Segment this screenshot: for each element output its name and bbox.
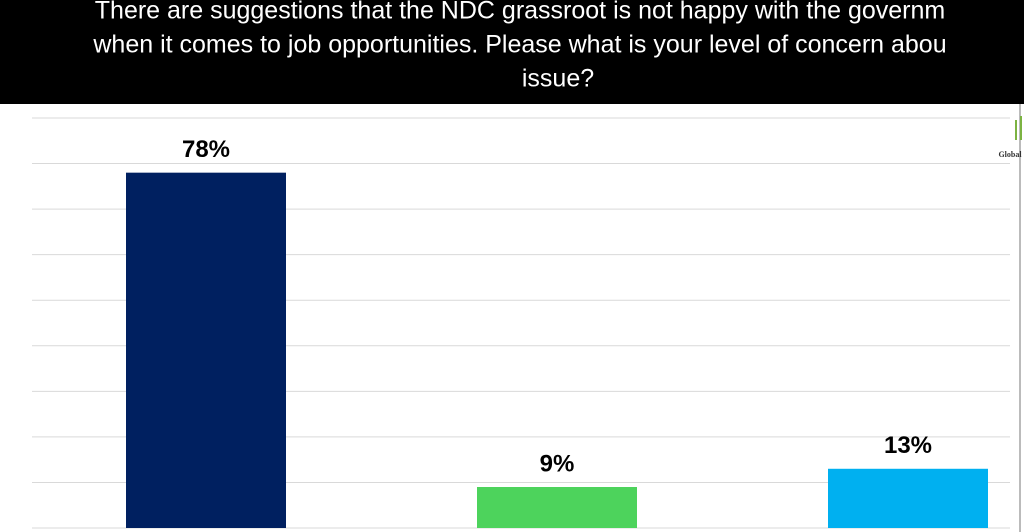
value-label: 9%	[540, 450, 575, 477]
chart-title: There are suggestions that the NDC grass…	[95, 0, 945, 25]
bar	[477, 487, 637, 528]
value-label: 78%	[182, 136, 230, 163]
title-band	[0, 0, 1024, 104]
value-label: 13%	[884, 432, 932, 459]
bar	[828, 468, 988, 528]
logo-text: Global	[998, 150, 1022, 159]
chart-title: when it comes to job opportunities. Plea…	[92, 31, 946, 59]
chart-title: issue?	[522, 65, 594, 93]
bar	[126, 172, 286, 528]
